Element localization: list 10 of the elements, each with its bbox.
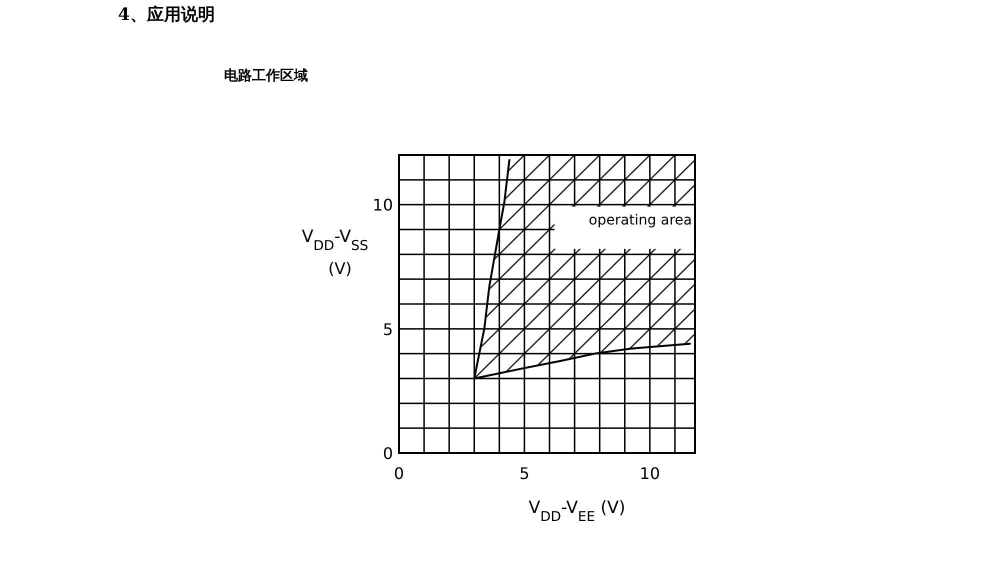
x-axis-title: V$_{DD}$-V$_{EE}$ (V) bbox=[528, 498, 626, 525]
y-tick-label: 5 bbox=[382, 320, 393, 339]
text: 4、应用说明 bbox=[118, 5, 215, 25]
y-axis-title: V$_{DD}$-V$_{SS}$ (V) bbox=[302, 227, 368, 278]
annotation: operating area bbox=[588, 212, 692, 229]
y-tick-label: 0 bbox=[382, 444, 393, 463]
y-tick-label: 10 bbox=[372, 196, 393, 215]
x-tick-label: 10 bbox=[640, 464, 660, 483]
text: 电路工作区域 bbox=[224, 68, 308, 84]
x-tick-label: 5 bbox=[519, 464, 530, 483]
